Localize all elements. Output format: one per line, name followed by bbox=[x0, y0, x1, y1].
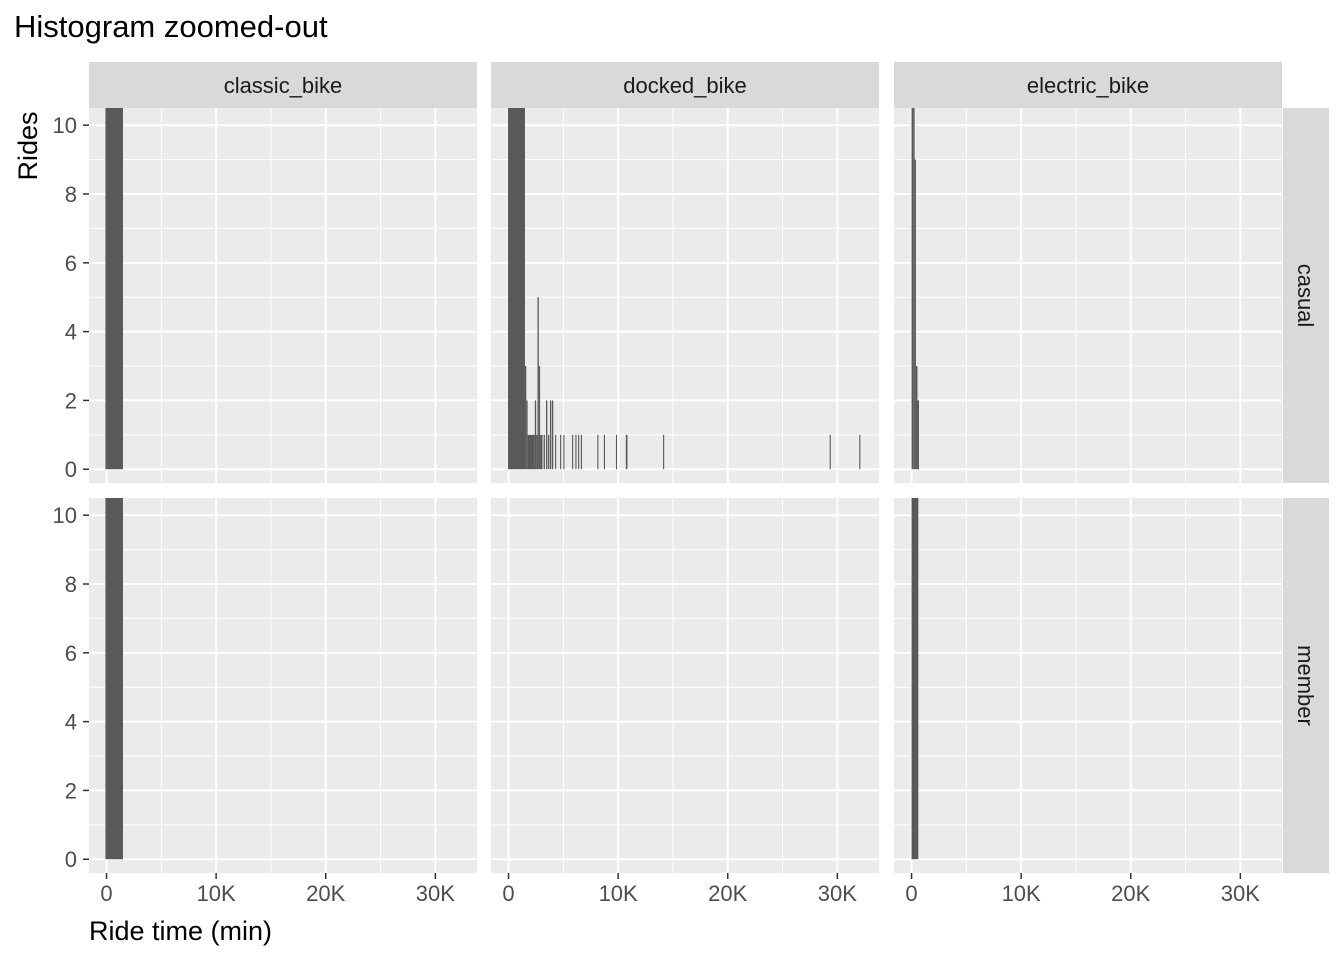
facet-strip-label-docked_bike: docked_bike bbox=[623, 73, 747, 98]
panel-electric_bike-member: 0 10K 20K 30K bbox=[894, 498, 1282, 906]
histogram-bar bbox=[538, 366, 541, 470]
y-tick-label: 8 bbox=[65, 572, 77, 597]
histogram-bar bbox=[526, 400, 528, 470]
histogram-bar bbox=[540, 434, 543, 470]
panel-background bbox=[491, 108, 879, 483]
histogram-bar bbox=[663, 434, 665, 470]
histogram-bar bbox=[105, 498, 123, 860]
facet-strip-label-electric_bike: electric_bike bbox=[1027, 73, 1149, 98]
x-tick-label: 30K bbox=[818, 881, 857, 906]
histogram-bar bbox=[597, 434, 599, 470]
plot-layer: classic_bike docked_bike electric_bikecasu… bbox=[53, 62, 1329, 906]
histogram-bar bbox=[578, 434, 580, 470]
histogram-bar bbox=[543, 434, 545, 470]
histogram-bar bbox=[546, 400, 548, 470]
histogram-bar bbox=[911, 108, 914, 470]
panel-classic_bike-casual: 0 2 4 6 8 10 bbox=[53, 108, 477, 483]
x-tick-label: 30K bbox=[416, 881, 455, 906]
histogram-bar bbox=[603, 434, 605, 470]
histogram-bar bbox=[105, 108, 123, 470]
y-tick-label: 8 bbox=[65, 182, 77, 207]
histogram-bar bbox=[555, 434, 557, 470]
histogram-bar bbox=[915, 366, 918, 470]
histogram-bar bbox=[580, 434, 582, 470]
histogram-bar bbox=[537, 297, 539, 470]
panel-background bbox=[894, 498, 1282, 873]
facet-strip-classic_bike bbox=[89, 62, 477, 108]
facet-strip-member bbox=[1283, 498, 1329, 873]
histogram-bar bbox=[911, 498, 919, 860]
y-tick-label: 0 bbox=[65, 847, 77, 872]
x-tick-label: 0 bbox=[100, 881, 112, 906]
x-tick-label: 10K bbox=[1002, 881, 1041, 906]
histogram-bar bbox=[914, 159, 916, 470]
histogram-bar bbox=[534, 400, 537, 470]
panel-docked_bike-member: 0 10K 20K 30K bbox=[491, 498, 879, 906]
x-axis-label: Ride time (min) bbox=[89, 916, 272, 946]
y-axis-label: Rides bbox=[13, 111, 43, 180]
facet-strip-docked_bike bbox=[491, 62, 879, 108]
panel-background bbox=[491, 498, 879, 873]
y-tick-label: 2 bbox=[65, 778, 77, 803]
facet-strip-electric_bike bbox=[894, 62, 1282, 108]
histogram-bar bbox=[859, 434, 861, 470]
facet-strip-label-casual: casual bbox=[1293, 264, 1318, 328]
panel-classic_bike-member: 0 2 4 6 8 10 0 10K 20K 30K bbox=[53, 498, 477, 906]
histogram-bar bbox=[551, 400, 554, 470]
y-tick-label: 10 bbox=[53, 503, 77, 528]
x-tick-label: 20K bbox=[1111, 881, 1150, 906]
panel-background bbox=[89, 498, 477, 873]
panel-background bbox=[894, 108, 1282, 483]
x-tick-label: 10K bbox=[197, 881, 236, 906]
histogram-bar bbox=[549, 400, 552, 470]
y-tick-label: 10 bbox=[53, 113, 77, 138]
facet-strip-casual bbox=[1283, 108, 1329, 483]
x-tick-label: 20K bbox=[708, 881, 747, 906]
x-tick-label: 0 bbox=[502, 881, 514, 906]
x-tick-label: 0 bbox=[905, 881, 917, 906]
panel-background bbox=[89, 108, 477, 483]
x-tick-label: 30K bbox=[1221, 881, 1260, 906]
histogram-bar bbox=[563, 434, 565, 470]
facet-strip-label-member: member bbox=[1293, 645, 1318, 726]
histogram-bar bbox=[507, 108, 525, 470]
histogram-bar bbox=[829, 434, 831, 470]
histogram-bar bbox=[536, 434, 538, 470]
y-tick-label: 4 bbox=[65, 320, 77, 345]
histogram-bar bbox=[527, 434, 535, 470]
panel-docked_bike-casual bbox=[491, 108, 879, 483]
x-tick-label: 20K bbox=[306, 881, 345, 906]
histogram-bar bbox=[560, 434, 562, 470]
chart-title: Histogram zoomed-out bbox=[14, 9, 328, 44]
histogram-bar bbox=[572, 434, 574, 470]
y-tick-label: 4 bbox=[65, 710, 77, 735]
histogram-bar bbox=[575, 434, 577, 470]
y-tick-label: 2 bbox=[65, 388, 77, 413]
y-tick-label: 6 bbox=[65, 251, 77, 276]
histogram-bar bbox=[917, 400, 919, 470]
y-tick-label: 6 bbox=[65, 641, 77, 666]
facet-strip-label-classic_bike: classic_bike bbox=[224, 73, 343, 98]
histogram-bar bbox=[913, 108, 915, 470]
histogram-bar bbox=[625, 434, 628, 470]
histogram-bar bbox=[524, 366, 527, 470]
panel-electric_bike-casual bbox=[894, 108, 1282, 483]
histogram-bar bbox=[615, 434, 618, 470]
x-tick-label: 10K bbox=[599, 881, 638, 906]
y-tick-label: 0 bbox=[65, 457, 77, 482]
histogram-bar bbox=[547, 434, 550, 470]
